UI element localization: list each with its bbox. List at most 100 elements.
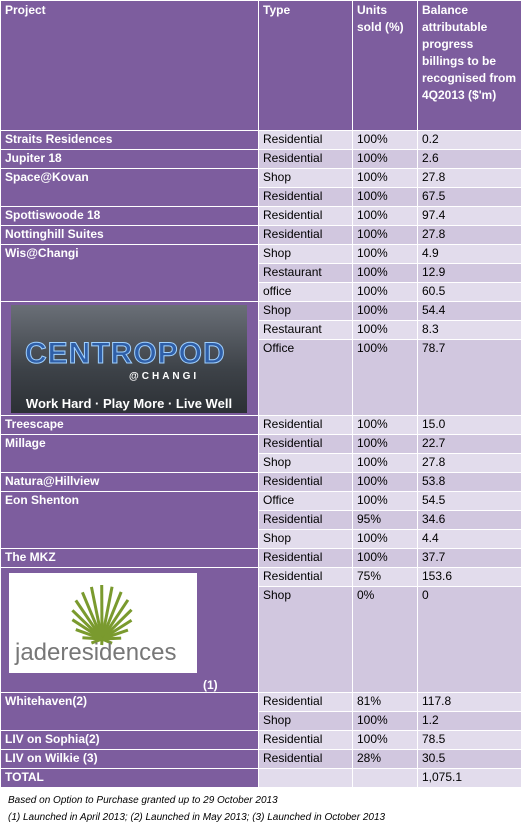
project-cell: The MKZ bbox=[0, 548, 259, 568]
balance-cell: 4.4 bbox=[417, 529, 521, 549]
logo-stroke bbox=[101, 637, 113, 645]
sold-cell: 100% bbox=[352, 320, 418, 340]
balance-cell: 153.6 bbox=[417, 567, 521, 587]
type-cell: Office bbox=[258, 339, 353, 416]
sold-cell: 100% bbox=[352, 130, 418, 150]
logo-stroke bbox=[100, 586, 114, 640]
type-cell: Office bbox=[258, 491, 353, 511]
balance-cell: 117.8 bbox=[417, 692, 521, 712]
project-cell: Jupiter 18 bbox=[0, 149, 259, 169]
column-header: Project bbox=[0, 0, 259, 131]
project-cell: Nottinghill Suites bbox=[0, 225, 259, 245]
type-cell: Shop bbox=[258, 529, 353, 549]
logo-stroke bbox=[71, 618, 103, 641]
footnote: Based on Option to Purchase granted up t… bbox=[8, 795, 278, 806]
balance-cell: 97.4 bbox=[417, 206, 521, 226]
column-header: Units sold (%) bbox=[352, 0, 418, 131]
sold-cell: 100% bbox=[352, 415, 418, 435]
sold-cell: 100% bbox=[352, 206, 418, 226]
table-row: Shop 100% 27.8 bbox=[1, 453, 521, 473]
balance-cell: 8.3 bbox=[417, 320, 521, 340]
table-row: Straits Residences Residential 100% 0.2 bbox=[0, 130, 521, 150]
type-cell: Residential bbox=[258, 472, 353, 492]
sold-cell: 100% bbox=[352, 282, 418, 302]
sold-cell: 100% bbox=[352, 548, 418, 568]
balance-cell: 78.5 bbox=[417, 730, 521, 750]
total-blank bbox=[352, 768, 418, 788]
table-row: Nottinghill Suites Residential 100% 27.8 bbox=[0, 225, 521, 245]
project-cell: Natura@Hillview bbox=[0, 472, 259, 492]
footnote: (1) Launched in April 2013; (2) Launched… bbox=[8, 812, 386, 823]
total-balance: 1,075.1 bbox=[417, 768, 521, 788]
sold-cell: 100% bbox=[352, 339, 418, 416]
billings-table: Project Type Units sold (%) Balance attribu… bbox=[0, 0, 521, 788]
balance-cell: 60.5 bbox=[417, 282, 521, 302]
table-row: The MKZ Residential 100% 37.7 bbox=[0, 548, 521, 568]
balance-cell: 22.7 bbox=[417, 434, 521, 454]
type-cell: Residential bbox=[258, 130, 353, 150]
logo-stroke bbox=[100, 599, 130, 640]
header-row: Project Type Units sold (%) Balance attribu… bbox=[0, 0, 521, 131]
project-cell: Eon Shenton bbox=[0, 491, 259, 549]
table-row: Jupiter 18 Residential 100% 2.6 bbox=[0, 149, 521, 169]
balance-cell: 53.8 bbox=[417, 472, 521, 492]
balance-cell: 37.7 bbox=[417, 548, 521, 568]
project-cell: CENTROPOD @CHANGI Work Hard · Play More · … bbox=[0, 301, 259, 416]
project-cell: Treescape bbox=[0, 415, 259, 435]
project-cell: LIV on Wilkie (3) bbox=[0, 749, 259, 769]
type-cell: Shop bbox=[258, 586, 353, 693]
project-note: (1) bbox=[203, 678, 218, 692]
project-cell: Spottiswoode 18 bbox=[0, 206, 259, 226]
total-blank bbox=[258, 768, 353, 788]
table-row: Natura@Hillview Residential 100% 53.8 bbox=[0, 472, 521, 492]
sold-cell: 28% bbox=[352, 749, 418, 769]
balance-cell: 0 bbox=[417, 586, 521, 693]
type-cell: Residential bbox=[258, 510, 353, 530]
balance-cell: 30.5 bbox=[417, 749, 521, 769]
project-cell: jaderesidences (1) bbox=[0, 567, 259, 693]
table-row: Shop 100% 1.2 bbox=[1, 711, 521, 731]
table-row: jaderesidences (1) Residential 75% 153.6 bbox=[0, 567, 521, 693]
column-header: Type bbox=[258, 0, 353, 131]
total-row: TOTAL 1,075.1 bbox=[0, 768, 521, 788]
table-row: Treescape Residential 100% 15.0 bbox=[0, 415, 521, 435]
centropod-logo: CENTROPOD @CHANGI Work Hard · Play More · … bbox=[11, 305, 247, 413]
table-row: LIV on Sophia(2) Residential 100% 78.5 bbox=[0, 730, 521, 750]
sold-cell: 100% bbox=[352, 149, 418, 169]
project-cell: LIV on Sophia(2) bbox=[0, 730, 259, 750]
sold-cell: 100% bbox=[352, 472, 418, 492]
table-row: Eon Shenton Office 100% 54.5 bbox=[0, 491, 521, 549]
type-cell: Residential bbox=[258, 149, 353, 169]
type-cell: Shop bbox=[258, 711, 353, 731]
logo-stroke bbox=[89, 586, 104, 640]
type-cell: Residential bbox=[258, 567, 353, 587]
balance-cell: 54.4 bbox=[417, 301, 521, 321]
project-cell: Space@Kovan bbox=[0, 168, 259, 207]
table-row: Residential 100% 67.5 bbox=[1, 187, 521, 207]
sold-cell: 100% bbox=[352, 453, 418, 473]
project-cell: Whitehaven(2) bbox=[0, 692, 259, 731]
logo-name: jaderesidences bbox=[15, 639, 177, 666]
project-cell: Straits Residences bbox=[0, 130, 259, 150]
logo-stroke bbox=[100, 591, 123, 640]
table-row: Shop 0% 0 bbox=[1, 586, 521, 693]
table-row: Whitehaven(2) Residential 81% 117.8 bbox=[0, 692, 521, 731]
logo-stroke bbox=[74, 599, 104, 640]
logo-stroke bbox=[81, 591, 104, 640]
table-row: Millage Residential 100% 22.7 bbox=[0, 434, 521, 473]
table-body: Straits Residences Residential 100% 0.2 Jupi… bbox=[0, 130, 521, 788]
table-row: CENTROPOD @CHANGI Work Hard · Play More · … bbox=[0, 301, 521, 416]
project-cell: Wis@Changi bbox=[0, 244, 259, 302]
type-cell: Residential bbox=[258, 187, 353, 207]
type-cell: Shop bbox=[258, 453, 353, 473]
table-row: Restaurant 100% 12.9 bbox=[1, 263, 521, 283]
table-row: Office 100% 78.7 bbox=[1, 339, 521, 416]
balance-cell: 27.8 bbox=[417, 453, 521, 473]
sold-cell: 100% bbox=[352, 730, 418, 750]
table-row: Space@Kovan Shop 100% 27.8 bbox=[0, 168, 521, 207]
balance-cell: 67.5 bbox=[417, 187, 521, 207]
type-cell: Residential bbox=[258, 225, 353, 245]
total-label: TOTAL bbox=[0, 768, 259, 788]
type-cell: Shop bbox=[258, 301, 353, 321]
